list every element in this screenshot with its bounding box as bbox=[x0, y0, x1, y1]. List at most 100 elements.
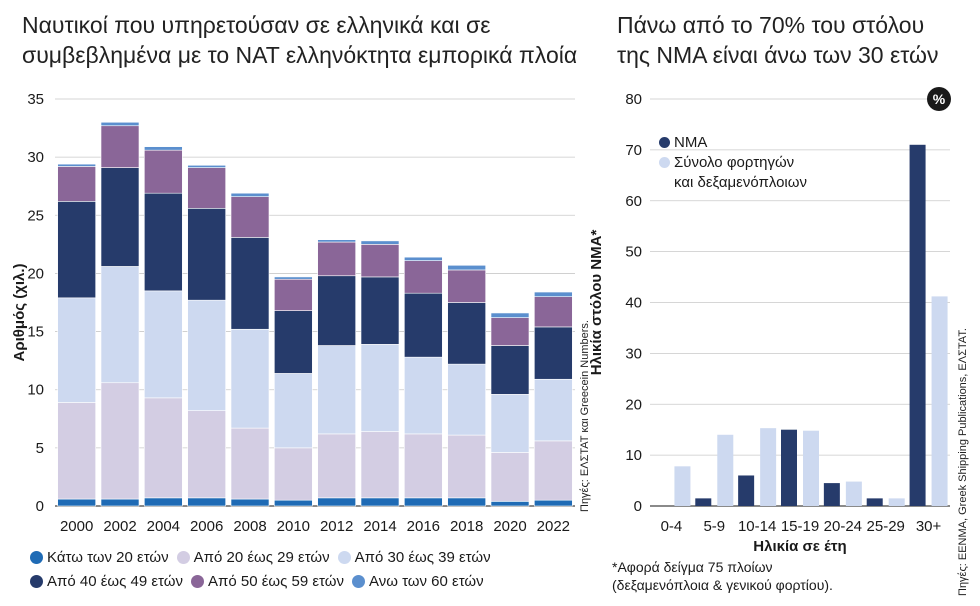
left-bar-segment bbox=[230, 196, 270, 238]
right-bar bbox=[738, 475, 755, 506]
left-bar-segment bbox=[57, 201, 96, 299]
left-xtick-label: 2018 bbox=[450, 518, 483, 535]
left-bar-segment bbox=[360, 344, 400, 432]
left-bar-segment bbox=[360, 240, 400, 245]
right-bar bbox=[695, 498, 712, 506]
legend-label: Ανω των 60 ετών bbox=[368, 573, 484, 590]
right-bar bbox=[823, 483, 840, 506]
left-xtick-label: 2008 bbox=[233, 518, 266, 535]
right-ytick-label: 60 bbox=[625, 193, 642, 210]
left-bar-segment bbox=[274, 276, 313, 280]
left-bar-segment bbox=[534, 291, 573, 297]
left-xtick-label: 2014 bbox=[363, 518, 396, 535]
right-bar bbox=[781, 429, 797, 506]
left-bar-segment bbox=[404, 256, 443, 261]
left-bar-segment bbox=[57, 297, 96, 403]
left-bar-segment bbox=[360, 431, 400, 499]
right-bar bbox=[888, 498, 905, 506]
left-bar-segment bbox=[57, 163, 96, 167]
left-xtick-label: 2000 bbox=[60, 518, 93, 535]
left-bar-segment bbox=[317, 345, 356, 435]
left-xtick-label: 2004 bbox=[147, 518, 180, 535]
right-bar bbox=[931, 296, 948, 506]
left-bar-segment bbox=[360, 244, 400, 278]
left-bar-segment bbox=[534, 296, 573, 328]
left-bar-segment bbox=[404, 433, 443, 499]
left-bar-segment bbox=[274, 373, 313, 449]
left-xtick-label: 2012 bbox=[320, 518, 353, 535]
left-bar-segment bbox=[534, 440, 573, 501]
left-bar-segment bbox=[100, 382, 140, 500]
left-xtick-label: 2002 bbox=[103, 518, 136, 535]
right-bar bbox=[866, 498, 883, 506]
left-legend: Κάτω των 20 ετών Από 20 έως 29 ετών Από 30… bbox=[30, 549, 590, 597]
left-xtick-label: 2016 bbox=[407, 518, 440, 535]
right-bar bbox=[909, 144, 926, 506]
right-bar bbox=[803, 430, 819, 506]
left-bar-segment bbox=[490, 452, 530, 502]
left-bar-segment bbox=[230, 498, 270, 507]
right-xtick-label: 5-9 bbox=[703, 518, 725, 535]
legend-item: Κάτω των 20 ετών bbox=[30, 549, 169, 566]
left-bar-segment bbox=[317, 241, 356, 277]
legend-label: Από 50 έως 59 ετών bbox=[207, 573, 344, 590]
left-xtick-label: 2006 bbox=[190, 518, 223, 535]
left-ytick-label: 10 bbox=[27, 382, 44, 399]
right-ytick-label: 30 bbox=[625, 345, 642, 362]
legend-label: Από 20 έως 29 ετών bbox=[193, 549, 330, 566]
left-bar-segment bbox=[144, 149, 183, 194]
right-bar bbox=[760, 428, 777, 506]
right-chart-title: Πάνω από το 70% του στόλου της ΝΜΑ είναι… bbox=[617, 10, 938, 70]
left-bar-segment bbox=[230, 192, 270, 197]
left-xtick-label: 2022 bbox=[537, 518, 570, 535]
legend-item: Από 50 έως 59 ετών bbox=[190, 573, 344, 590]
right-xtick-label: 25-29 bbox=[867, 518, 905, 535]
right-ytick-label: 80 bbox=[625, 91, 642, 108]
right-ytick-label: 40 bbox=[625, 295, 642, 312]
left-bar-segment bbox=[274, 499, 313, 507]
right-ytick-label: 20 bbox=[625, 396, 642, 413]
legend-swatch-total bbox=[659, 157, 670, 168]
legend-swatch bbox=[190, 575, 204, 588]
left-ytick-label: 5 bbox=[36, 440, 44, 457]
legend-item: Από 40 έως 49 ετών bbox=[30, 573, 183, 590]
left-bar-segment bbox=[447, 264, 486, 271]
legend-swatch bbox=[337, 551, 351, 564]
legend-swatch bbox=[351, 575, 365, 588]
left-bar-segment bbox=[230, 237, 270, 330]
left-bar-segment bbox=[144, 397, 183, 499]
left-bar-segment bbox=[230, 427, 270, 500]
left-bar-segment bbox=[100, 266, 140, 384]
right-x-axis-label: Ηλικία σε έτη bbox=[753, 538, 846, 555]
left-bar-segment bbox=[274, 447, 313, 501]
legend-label-total-line1: Σύνολο φορτηγών bbox=[674, 154, 795, 171]
legend-item-total: Σύνολο φορτηγών και δεξαμενόπλοιων bbox=[659, 153, 807, 193]
left-bar-segment bbox=[534, 499, 573, 507]
left-bar-segment bbox=[447, 302, 486, 365]
left-y-axis-label: Αριθμός (χιλ.) bbox=[11, 263, 28, 361]
left-bar-segment bbox=[404, 260, 443, 294]
left-bar-segment bbox=[490, 312, 530, 318]
left-bar-segment bbox=[490, 317, 530, 346]
left-legend-row: Από 40 έως 49 ετών Από 50 έως 59 ετών Ανω … bbox=[30, 573, 590, 597]
legend-swatch-nma bbox=[659, 137, 670, 148]
left-bar-segment bbox=[490, 501, 530, 507]
left-bar-segment bbox=[144, 192, 183, 292]
right-bar bbox=[845, 481, 862, 506]
left-bar-segment bbox=[274, 278, 313, 311]
left-bar-segment bbox=[100, 167, 140, 267]
percent-badge-icon: % bbox=[927, 87, 951, 111]
legend-label: Από 30 έως 39 ετών bbox=[354, 549, 491, 566]
left-ytick-label: 30 bbox=[27, 149, 44, 166]
left-ytick-label: 15 bbox=[27, 324, 44, 341]
left-bar-segment bbox=[447, 497, 486, 507]
left-bar-segment bbox=[187, 299, 226, 411]
right-xtick-label: 0-4 bbox=[661, 518, 683, 535]
right-ytick-label: 10 bbox=[625, 447, 642, 464]
legend-label: Από 40 έως 49 ετών bbox=[47, 573, 183, 590]
left-bar-segment bbox=[187, 164, 226, 168]
left-bar-segment bbox=[100, 125, 140, 168]
left-bar-segment bbox=[447, 434, 486, 499]
left-bar-segment bbox=[274, 310, 313, 374]
